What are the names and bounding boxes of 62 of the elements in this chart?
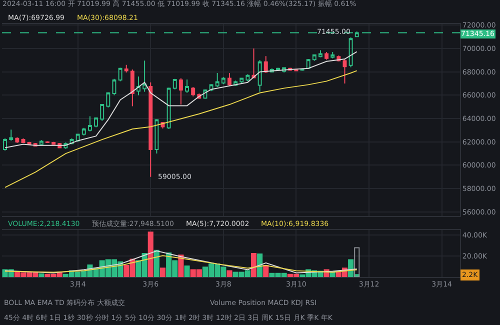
candlestick	[209, 84, 214, 92]
candlestick	[70, 138, 74, 145]
bar	[154, 250, 160, 277]
candlestick	[94, 116, 98, 128]
candlestick	[112, 78, 116, 96]
bar	[160, 268, 166, 277]
candlestick	[318, 50, 322, 58]
bar	[184, 266, 190, 277]
candlestick	[9, 129, 14, 142]
bar	[250, 253, 257, 277]
bar	[178, 254, 184, 277]
candlestick	[76, 133, 80, 142]
candlestick	[252, 48, 256, 79]
candlestick	[276, 67, 280, 72]
candlestick	[348, 36, 353, 68]
candlestick	[354, 31, 359, 38]
candlestick	[82, 127, 86, 136]
candlestick	[312, 54, 316, 62]
candlestick	[142, 60, 147, 92]
line-series	[4, 255, 358, 273]
bar	[148, 232, 154, 277]
candlestick	[172, 78, 177, 90]
candlestick	[118, 67, 122, 82]
bar	[354, 247, 360, 277]
candlestick	[100, 103, 104, 122]
candlestick	[166, 87, 171, 130]
line-series	[4, 70, 358, 188]
candlestick	[154, 118, 159, 154]
candlestick	[130, 69, 134, 107]
candlestick	[185, 78, 190, 94]
candlestick	[39, 140, 44, 146]
candlestick	[106, 92, 110, 108]
candlestick	[282, 66, 286, 73]
candlestick	[3, 138, 8, 152]
candlestick	[228, 72, 232, 86]
candlestick	[88, 116, 92, 132]
candlestick	[191, 86, 196, 97]
candlestick	[136, 76, 140, 96]
candlestick	[258, 60, 262, 92]
candlestick	[306, 58, 310, 69]
candlestick	[124, 64, 128, 73]
candlestick	[330, 52, 335, 59]
line-series	[4, 51, 358, 148]
candlestick	[342, 58, 347, 84]
candlestick	[178, 78, 183, 106]
candlestick	[64, 142, 68, 150]
candlestick	[246, 74, 250, 82]
candlestick	[270, 68, 274, 73]
bar	[226, 270, 232, 277]
candlestick	[234, 80, 238, 86]
candlestick	[15, 136, 20, 144]
bar	[38, 273, 44, 277]
candlestick	[203, 88, 208, 100]
bar	[257, 254, 263, 277]
candlestick	[215, 72, 220, 88]
bar	[263, 265, 269, 277]
candlestick	[221, 76, 226, 85]
candlestick	[324, 52, 329, 60]
line-series	[4, 250, 358, 274]
candlestick	[240, 77, 244, 84]
candlestick	[264, 56, 268, 74]
candlestick	[300, 68, 304, 72]
